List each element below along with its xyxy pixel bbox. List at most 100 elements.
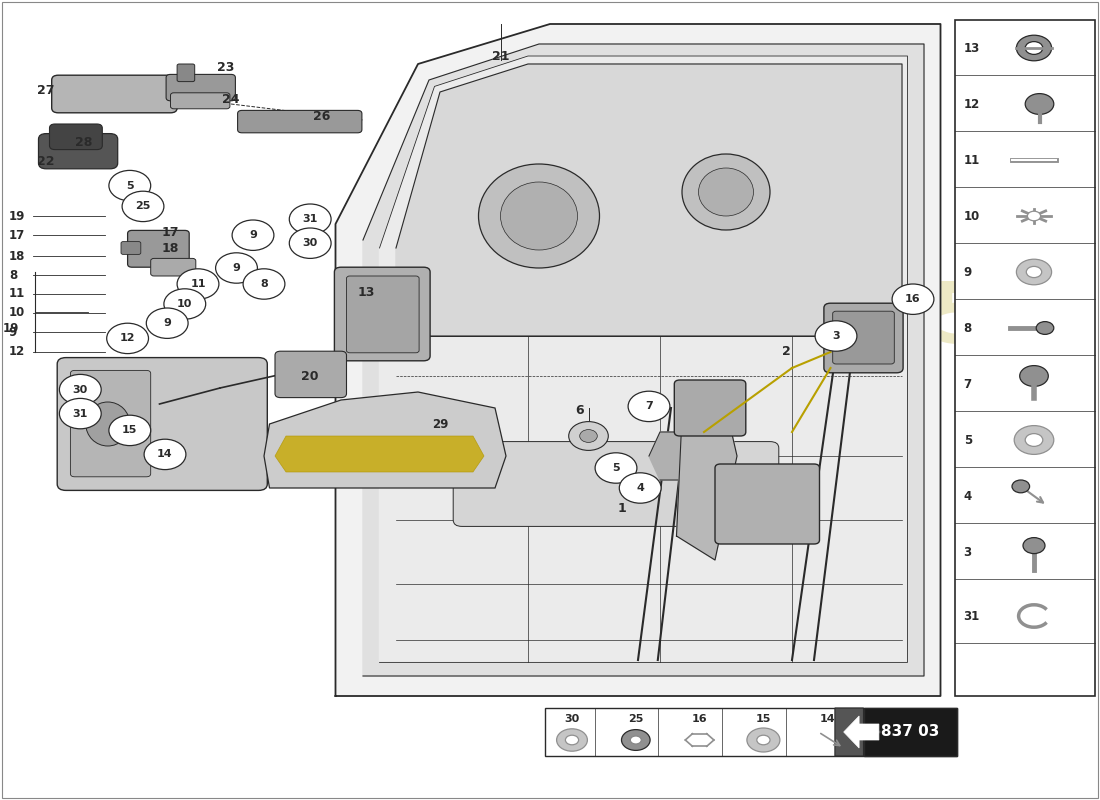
FancyBboxPatch shape <box>346 276 419 353</box>
Ellipse shape <box>698 168 754 216</box>
Text: 085: 085 <box>815 279 989 361</box>
Text: 18: 18 <box>9 250 25 262</box>
Circle shape <box>59 374 101 405</box>
Circle shape <box>289 204 331 234</box>
Text: 11: 11 <box>964 154 980 166</box>
Circle shape <box>569 422 608 450</box>
Ellipse shape <box>500 182 578 250</box>
FancyBboxPatch shape <box>57 358 267 490</box>
Text: 15: 15 <box>122 426 138 435</box>
Text: 13: 13 <box>964 42 980 54</box>
Text: 11: 11 <box>190 279 206 289</box>
Circle shape <box>1016 259 1052 285</box>
Text: 4: 4 <box>636 483 645 493</box>
Polygon shape <box>379 56 908 662</box>
FancyBboxPatch shape <box>52 75 177 113</box>
Text: 10: 10 <box>177 299 192 309</box>
Text: 1: 1 <box>617 502 626 514</box>
FancyBboxPatch shape <box>121 242 141 254</box>
Text: 9: 9 <box>249 230 257 240</box>
Circle shape <box>1025 434 1043 446</box>
FancyBboxPatch shape <box>128 230 189 267</box>
Text: 23: 23 <box>217 61 234 74</box>
Text: 31: 31 <box>73 409 88 418</box>
Circle shape <box>815 321 857 351</box>
FancyBboxPatch shape <box>674 380 746 436</box>
Text: 15: 15 <box>756 714 771 725</box>
Bar <box>955 20 1094 696</box>
Text: 18: 18 <box>162 242 179 254</box>
Circle shape <box>177 269 219 299</box>
FancyBboxPatch shape <box>151 258 196 276</box>
Text: 9: 9 <box>163 318 172 328</box>
Circle shape <box>628 391 670 422</box>
Text: 12: 12 <box>120 334 135 343</box>
FancyBboxPatch shape <box>833 311 894 364</box>
Circle shape <box>1012 480 1030 493</box>
Text: 20: 20 <box>301 370 319 382</box>
Text: 10: 10 <box>9 306 25 319</box>
Text: 7: 7 <box>645 402 653 411</box>
FancyBboxPatch shape <box>824 303 903 373</box>
Text: 17: 17 <box>162 226 179 238</box>
Circle shape <box>107 323 148 354</box>
Circle shape <box>1014 426 1054 454</box>
Text: 10: 10 <box>964 210 980 222</box>
Text: 17: 17 <box>9 229 25 242</box>
Polygon shape <box>363 44 924 676</box>
Circle shape <box>630 736 641 744</box>
FancyBboxPatch shape <box>238 110 362 133</box>
Circle shape <box>109 170 151 201</box>
Text: 19: 19 <box>9 210 25 222</box>
Text: 13: 13 <box>358 286 375 298</box>
Text: 14: 14 <box>157 450 173 459</box>
Text: 4: 4 <box>964 490 972 502</box>
Circle shape <box>1020 366 1048 386</box>
Circle shape <box>146 308 188 338</box>
Text: 8: 8 <box>964 322 972 334</box>
Circle shape <box>1016 35 1052 61</box>
Circle shape <box>557 729 587 751</box>
Circle shape <box>1025 42 1043 54</box>
FancyBboxPatch shape <box>70 370 151 477</box>
Circle shape <box>232 220 274 250</box>
Text: 27: 27 <box>37 84 55 97</box>
Polygon shape <box>275 436 484 472</box>
Text: 30: 30 <box>564 714 580 725</box>
Text: 25: 25 <box>628 714 643 725</box>
FancyBboxPatch shape <box>170 93 230 109</box>
Circle shape <box>757 735 770 745</box>
Text: 24: 24 <box>222 93 240 106</box>
Text: 31: 31 <box>302 214 318 224</box>
FancyBboxPatch shape <box>39 134 118 169</box>
Circle shape <box>144 439 186 470</box>
Text: 25: 25 <box>135 202 151 211</box>
Text: 26: 26 <box>312 110 330 123</box>
Text: 28: 28 <box>75 136 92 149</box>
Text: S: S <box>627 30 737 178</box>
Text: 16: 16 <box>905 294 921 304</box>
Text: 19: 19 <box>2 322 19 334</box>
Text: 6: 6 <box>575 404 584 417</box>
Text: 5: 5 <box>126 181 133 190</box>
FancyBboxPatch shape <box>715 464 820 544</box>
Polygon shape <box>835 708 883 756</box>
Text: 30: 30 <box>73 385 88 394</box>
Text: 837 03: 837 03 <box>881 725 939 739</box>
Text: 5: 5 <box>613 463 619 473</box>
Text: 11: 11 <box>9 287 25 300</box>
Text: 21: 21 <box>492 50 509 62</box>
Text: 8: 8 <box>260 279 268 289</box>
Circle shape <box>164 289 206 319</box>
FancyBboxPatch shape <box>166 74 235 101</box>
Circle shape <box>122 191 164 222</box>
Text: 12: 12 <box>9 346 25 358</box>
Polygon shape <box>844 716 879 748</box>
Text: 51: 51 <box>800 183 916 265</box>
Text: 2: 2 <box>782 346 791 358</box>
Text: 16: 16 <box>692 714 707 725</box>
Text: a passion for parts: a passion for parts <box>374 521 638 599</box>
Text: 9: 9 <box>232 263 241 273</box>
Circle shape <box>619 473 661 503</box>
Circle shape <box>289 228 331 258</box>
